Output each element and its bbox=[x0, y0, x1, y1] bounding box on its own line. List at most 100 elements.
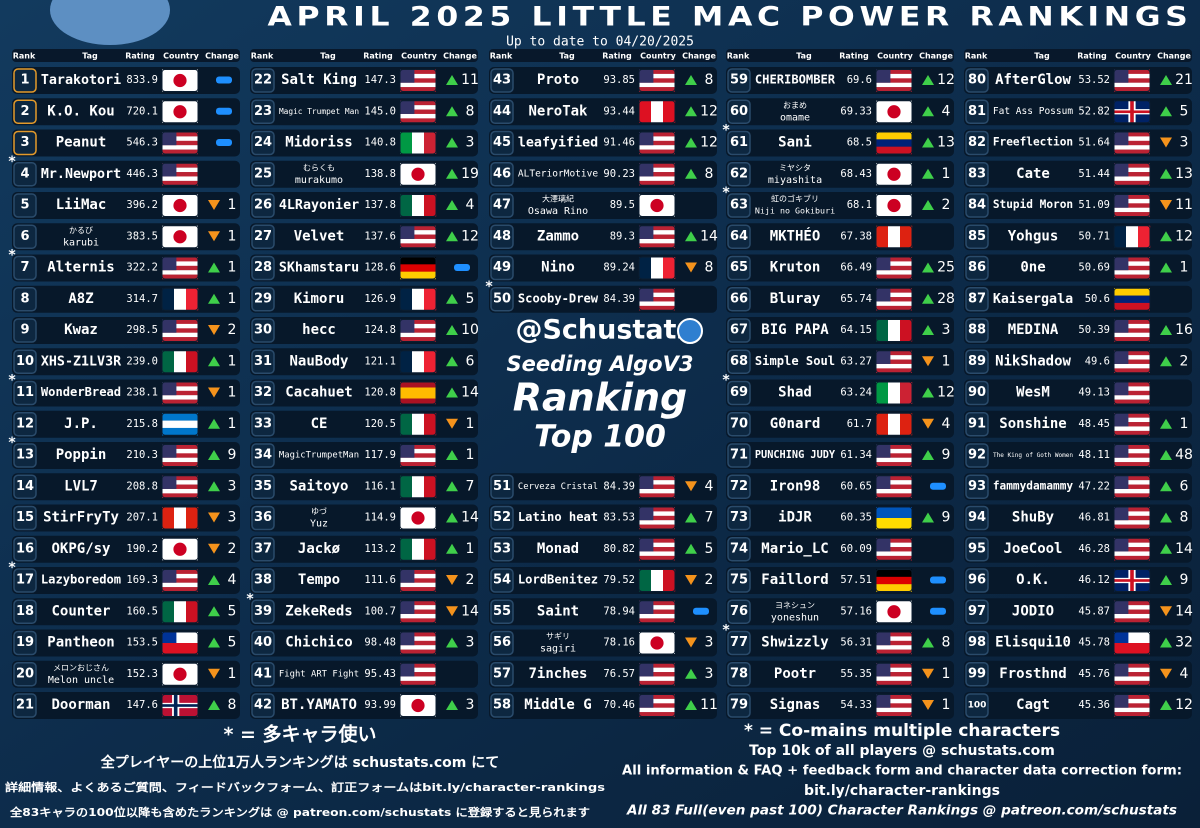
flag-part bbox=[1114, 484, 1150, 490]
change: 14 bbox=[461, 603, 479, 619]
rank: 58 bbox=[493, 698, 511, 713]
rank-box bbox=[13, 443, 37, 468]
rating: 208.8 bbox=[126, 480, 158, 492]
flag-part bbox=[1114, 386, 1150, 391]
tag-jp: むらくも bbox=[303, 163, 335, 172]
flag-part bbox=[400, 257, 436, 265]
flag-part bbox=[162, 457, 198, 463]
up-arrow bbox=[208, 575, 220, 585]
rating: 63.24 bbox=[840, 387, 872, 399]
header-bg bbox=[489, 49, 717, 62]
tag: Proto bbox=[537, 72, 579, 88]
flag-part bbox=[651, 257, 664, 279]
rank-box bbox=[727, 693, 751, 718]
rating: 169.3 bbox=[126, 574, 158, 586]
change: 1 bbox=[942, 166, 951, 182]
column-header: Rating bbox=[125, 52, 155, 61]
flag-border bbox=[1113, 412, 1151, 436]
change: 1 bbox=[228, 353, 237, 369]
flag-part bbox=[1114, 663, 1150, 668]
change: 11 bbox=[1175, 197, 1193, 213]
flag-part bbox=[639, 243, 675, 248]
flag-part bbox=[639, 149, 675, 155]
flag-part bbox=[400, 632, 436, 637]
rank: 96 bbox=[968, 573, 986, 588]
up-arrow bbox=[922, 512, 934, 523]
flag-part bbox=[876, 146, 912, 155]
tag: miyashita bbox=[768, 175, 822, 186]
tag: Faillord bbox=[761, 572, 828, 588]
flag-border bbox=[875, 537, 913, 561]
up-arrow bbox=[208, 606, 220, 617]
flag bbox=[1113, 694, 1151, 717]
flag-border bbox=[161, 631, 199, 655]
flag-part bbox=[1126, 225, 1139, 248]
flag bbox=[399, 506, 437, 530]
rating: 51.44 bbox=[1078, 168, 1110, 180]
flag bbox=[638, 694, 676, 717]
change: 1 bbox=[942, 353, 951, 369]
flag-part bbox=[1114, 257, 1150, 262]
rank: 74 bbox=[730, 541, 748, 556]
flag-part bbox=[639, 663, 675, 668]
flag-part bbox=[400, 573, 436, 579]
flag-border bbox=[399, 569, 437, 592]
footer-right-line: bit.ly/character-rankings bbox=[804, 783, 1000, 799]
rank-box bbox=[965, 693, 989, 718]
flag-border bbox=[399, 194, 437, 217]
flag bbox=[161, 194, 199, 217]
rank-box bbox=[727, 162, 751, 187]
flag-part bbox=[639, 136, 675, 141]
flag-part bbox=[650, 198, 664, 213]
flag-border bbox=[638, 225, 676, 249]
flag-part bbox=[400, 319, 436, 325]
flag-part bbox=[876, 703, 912, 708]
flag-border bbox=[638, 131, 676, 155]
flag-part bbox=[1114, 663, 1129, 677]
rating: 45.36 bbox=[1078, 699, 1110, 711]
flag-part bbox=[639, 257, 652, 279]
flag-part bbox=[400, 69, 415, 83]
tag: Velvet bbox=[294, 228, 345, 244]
rank-box bbox=[727, 505, 751, 531]
rank: 27 bbox=[254, 229, 272, 244]
flag-part bbox=[900, 413, 913, 436]
tag: Mr.Newport bbox=[41, 167, 121, 182]
rating: 79.52 bbox=[603, 574, 635, 586]
rank-box bbox=[727, 599, 751, 624]
change: 19 bbox=[461, 166, 479, 182]
flag-part bbox=[1114, 203, 1150, 208]
flag bbox=[399, 319, 437, 342]
change: 9 bbox=[228, 447, 237, 463]
tag: Middle G bbox=[524, 697, 591, 713]
flag-part bbox=[876, 488, 912, 494]
down-arrow bbox=[208, 512, 220, 523]
flag-part bbox=[162, 132, 177, 146]
flag-part bbox=[639, 605, 675, 610]
flag-part bbox=[639, 569, 652, 592]
rank: 12 bbox=[16, 416, 34, 431]
rank-box bbox=[13, 162, 37, 187]
change: 12 bbox=[1175, 697, 1193, 713]
rank: 25 bbox=[254, 166, 272, 181]
flag bbox=[875, 694, 913, 717]
flag-part bbox=[1114, 350, 1129, 364]
flag-part bbox=[876, 132, 912, 140]
flag-part bbox=[400, 319, 415, 333]
column-header: Country bbox=[1115, 52, 1152, 61]
flag-part bbox=[1114, 73, 1150, 79]
rank: 92 bbox=[968, 448, 986, 463]
tag: 7inches bbox=[528, 666, 587, 682]
rank-box bbox=[13, 693, 37, 718]
flag-part bbox=[639, 547, 675, 552]
rating: 63.27 bbox=[840, 355, 872, 367]
flag-part bbox=[639, 145, 675, 150]
rating: 190.2 bbox=[126, 543, 158, 555]
flag bbox=[875, 131, 913, 155]
flag-part bbox=[162, 395, 198, 400]
flag-border bbox=[638, 69, 676, 92]
flag-part bbox=[400, 132, 413, 154]
flag-border bbox=[875, 194, 913, 217]
flag-part bbox=[876, 507, 912, 519]
column-header: Rank bbox=[13, 52, 36, 61]
